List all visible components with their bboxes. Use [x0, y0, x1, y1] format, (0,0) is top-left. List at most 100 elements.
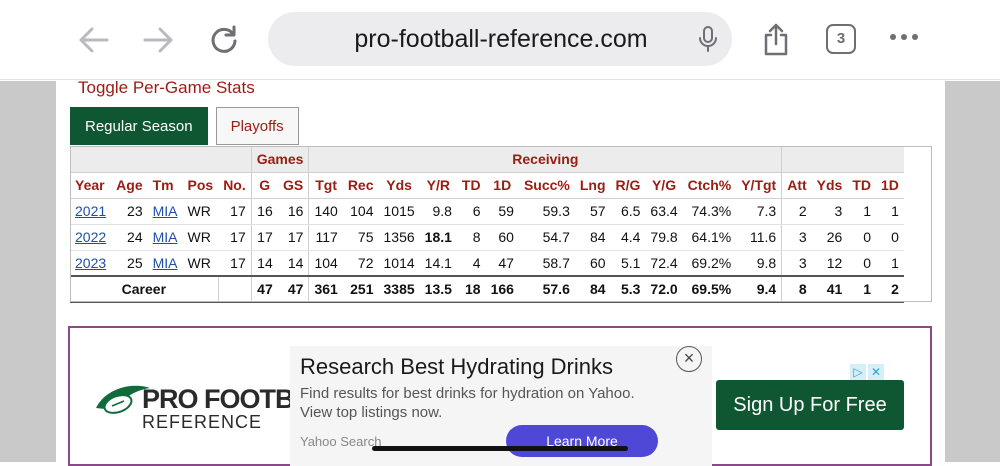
year-link[interactable]: 2021	[70, 198, 112, 225]
table-cell: 3	[811, 198, 848, 225]
column-header[interactable]: Att	[781, 172, 812, 199]
table-cell: 14	[277, 250, 309, 277]
forward-arrow-icon	[143, 27, 173, 53]
table-cell: 6.5	[610, 198, 646, 225]
column-header[interactable]: Yds	[378, 172, 420, 199]
column-header[interactable]: Age	[111, 172, 148, 199]
career-cell: 47	[250, 275, 278, 303]
column-header[interactable]: Pos	[182, 172, 219, 199]
table-cell: 17	[277, 224, 309, 251]
team-link[interactable]: MIA	[147, 198, 183, 225]
table-cell: 23	[111, 198, 148, 225]
table-cell: 63.4	[645, 198, 683, 225]
team-link[interactable]: MIA	[147, 224, 183, 251]
table-cell: 104	[342, 198, 379, 225]
table-cell: 64.1%	[682, 224, 737, 251]
close-ad-icon[interactable]: ×	[676, 346, 702, 372]
adchoices-icon[interactable]: ▷ ✕	[850, 364, 884, 380]
year-link[interactable]: 2023	[70, 250, 112, 277]
advertisement-banner: PRO FOOTBA REFERENCE Research Best Hydra…	[68, 326, 932, 466]
table-cell: 16	[250, 198, 278, 225]
reload-button[interactable]	[206, 22, 242, 58]
column-header[interactable]: Year	[70, 172, 112, 199]
career-cell: 8	[781, 275, 812, 303]
table-cell: 2	[781, 198, 812, 225]
more-menu-icon[interactable]	[890, 34, 918, 40]
column-header[interactable]: 1D	[485, 172, 519, 199]
column-header[interactable]: TD	[847, 172, 877, 199]
column-header[interactable]: R/G	[610, 172, 646, 199]
column-header[interactable]: Ctch%	[682, 172, 737, 199]
team-link-text[interactable]: MIA	[152, 254, 178, 271]
url-text: pro-football-reference.com	[354, 25, 648, 53]
column-header[interactable]: Yds	[811, 172, 848, 199]
table-cell: 8	[456, 224, 486, 251]
learn-more-button[interactable]: Learn More	[506, 425, 658, 457]
year-link-text[interactable]: 2021	[75, 203, 107, 219]
table-cell: 1015	[378, 198, 420, 225]
team-link[interactable]: MIA	[147, 250, 183, 277]
ad-title[interactable]: Research Best Hydrating Drinks	[300, 354, 614, 379]
share-button[interactable]	[758, 22, 794, 58]
career-cell: 5.3	[610, 275, 646, 303]
reload-icon	[211, 25, 237, 53]
home-indicator	[372, 446, 628, 451]
tab-count-button[interactable]: 3	[826, 24, 856, 54]
table-cell: 104	[308, 250, 343, 277]
column-header[interactable]: Y/G	[645, 172, 683, 199]
table-cell: 17	[218, 224, 252, 251]
address-bar[interactable]: pro-football-reference.com	[268, 12, 732, 66]
career-cell	[218, 275, 252, 303]
column-header[interactable]: Succ%	[518, 172, 575, 199]
table-cell: 12	[811, 250, 848, 277]
team-link-text[interactable]: MIA	[152, 203, 178, 219]
column-header[interactable]: Y/Tgt	[736, 172, 782, 199]
team-link-text[interactable]: MIA	[152, 229, 178, 245]
year-link-text[interactable]: 2022	[75, 229, 107, 245]
career-cell: 18	[456, 275, 486, 303]
table-cell: 60	[574, 250, 611, 277]
table-cell: WR	[182, 198, 219, 225]
column-header[interactable]: 1D	[876, 172, 904, 199]
table-header-row: Year Age Tm Pos No. G GS Tgt Rec Yds Y/R TD 1D Succ% L…	[70, 172, 904, 199]
table-cell: 72	[342, 250, 379, 277]
column-header[interactable]: Tm	[147, 172, 183, 199]
forward-button[interactable]	[140, 22, 176, 58]
ad-description: Find results for best drinks for hydrati…	[300, 385, 635, 421]
column-header[interactable]: Lng	[574, 172, 611, 199]
table-cell: 16	[277, 198, 309, 225]
year-link-text[interactable]: 2023	[75, 254, 107, 271]
tab-regular-season[interactable]: Regular Season	[70, 107, 208, 145]
table-row: 2021 23 MIA WR 17 16 16 140 104 1015 9.8 6 59 59.3 57 6…	[70, 198, 904, 225]
career-cell: 57.6	[518, 275, 575, 303]
column-header[interactable]: Rec	[342, 172, 379, 199]
page-content: Toggle Per-Game Stats Regular Season Pla…	[56, 78, 945, 462]
microphone-icon[interactable]	[698, 25, 718, 58]
column-header[interactable]: TD	[456, 172, 486, 199]
table-cell: 0	[847, 250, 877, 277]
table-cell: 140	[308, 198, 343, 225]
career-cell: 72.0	[645, 275, 683, 303]
table-cell: 59	[485, 198, 519, 225]
table-cell: 1014	[378, 250, 420, 277]
career-cell: 84	[574, 275, 611, 303]
table-cell: 0	[876, 224, 904, 251]
table-cell: 57	[574, 198, 611, 225]
toggle-per-game-link[interactable]: Toggle Per-Game Stats	[78, 78, 255, 97]
table-cell: 74.3%	[682, 198, 737, 225]
career-label: Career	[70, 275, 219, 303]
column-header[interactable]: GS	[277, 172, 309, 199]
table-cell: 18.1	[419, 224, 457, 251]
career-cell: 69.5%	[682, 275, 737, 303]
tab-playoffs[interactable]: Playoffs	[215, 107, 299, 145]
back-button[interactable]	[76, 22, 112, 58]
column-header[interactable]: No.	[218, 172, 252, 199]
back-arrow-icon	[79, 27, 109, 53]
share-icon	[764, 23, 788, 56]
sign-up-button[interactable]: Sign Up For Free	[716, 380, 904, 430]
column-header[interactable]: Tgt	[308, 172, 343, 199]
table-cell: 117	[308, 224, 343, 251]
column-header[interactable]: G	[250, 172, 278, 199]
year-link[interactable]: 2022	[70, 224, 112, 251]
column-header[interactable]: Y/R	[419, 172, 457, 199]
